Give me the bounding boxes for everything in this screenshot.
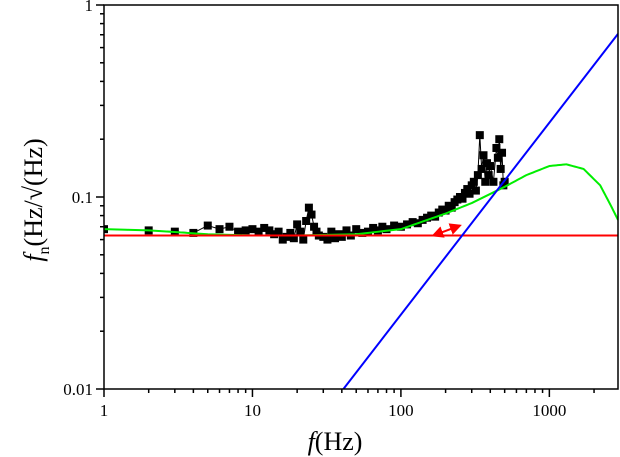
y-axis-label-unit: (Hz/√(Hz): [19, 138, 48, 246]
data-point: [307, 210, 316, 219]
data-point: [203, 221, 212, 230]
data-point: [289, 234, 298, 243]
data-point: [299, 235, 308, 244]
data-point: [481, 177, 490, 186]
data-point: [479, 151, 488, 160]
data-point: [293, 220, 302, 229]
data-point: [418, 215, 427, 224]
data-point: [473, 171, 482, 180]
red-double-arrow: [431, 223, 462, 238]
data-point: [463, 185, 472, 194]
data-point: [471, 186, 480, 195]
data-point: [423, 213, 432, 222]
data-point: [265, 226, 274, 235]
series-layer: [104, 33, 618, 389]
data-point: [475, 131, 484, 140]
data-point: [496, 164, 505, 173]
data-point: [447, 203, 456, 212]
fit-line: [104, 163, 618, 237]
x-tick-labels: 1 10 100 1000: [100, 401, 567, 420]
data-point: [319, 232, 328, 241]
data-point: [286, 228, 295, 237]
linear-slope-line: [342, 33, 618, 389]
data-point: [248, 225, 257, 234]
x-tick-label: 100: [388, 401, 414, 420]
data-point: [225, 222, 234, 231]
data-point: [458, 194, 467, 203]
data-point: [327, 227, 336, 236]
data-point: [254, 227, 263, 236]
data-point: [403, 220, 412, 229]
axis-ticks: [96, 4, 595, 397]
y-tick-label: 1: [85, 0, 94, 15]
data-point: [382, 225, 391, 234]
data-point: [378, 222, 387, 231]
data-point: [241, 226, 250, 235]
data-point: [369, 223, 378, 232]
data-point: [215, 225, 224, 234]
x-tick-label: 10: [244, 401, 261, 420]
data-point: [337, 232, 346, 241]
y-tick-labels: 0.01 0.1 1: [63, 0, 93, 399]
data-point: [310, 222, 319, 231]
data-point: [331, 234, 340, 243]
data-point: [296, 227, 305, 236]
data-point: [304, 203, 313, 212]
plot-frame: [103, 4, 619, 390]
data-point: [270, 230, 279, 239]
data-point: [408, 218, 417, 227]
data-point: [465, 189, 474, 198]
data-point: [302, 216, 311, 225]
data-point: [390, 221, 399, 230]
y-tick-label: 0.1: [72, 188, 93, 207]
data-point: [323, 235, 332, 244]
data-point: [489, 177, 498, 186]
y-axis-label-var: f: [19, 251, 48, 262]
data-point: [492, 143, 501, 152]
data-point: [498, 148, 507, 157]
x-tick-label: 1000: [532, 401, 566, 420]
data-point: [373, 226, 382, 235]
data-point: [234, 227, 243, 236]
data-point: [342, 226, 351, 235]
x-axis-label-var: f: [308, 427, 319, 456]
data-point: [486, 162, 495, 171]
y-axis-label-sub: n: [36, 246, 53, 254]
data-point: [396, 222, 405, 231]
x-axis-label-unit: (Hz): [315, 427, 363, 456]
data-point: [484, 171, 493, 180]
data-point: [493, 153, 502, 162]
y-axis-label: fn(Hz/√(Hz): [19, 138, 53, 261]
data-point: [274, 227, 283, 236]
y-tick-label: 0.01: [63, 380, 93, 399]
data-point: [469, 177, 478, 186]
data-point: [260, 223, 269, 232]
data-point: [363, 227, 372, 236]
data-point: [352, 225, 361, 234]
data-point: [441, 206, 450, 215]
data-point: [495, 135, 504, 144]
x-axis-label: f(Hz): [308, 427, 363, 456]
data-point: [477, 164, 486, 173]
x-tick-label: 1: [100, 401, 109, 420]
